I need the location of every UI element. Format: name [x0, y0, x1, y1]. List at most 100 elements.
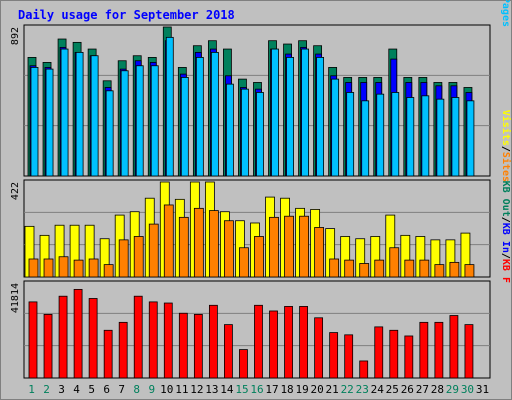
bar-sites-day-8 — [133, 236, 144, 278]
legend-item: KB F — [500, 259, 511, 283]
bar-kb-f-day-27 — [419, 321, 429, 379]
bar-sites-day-22 — [344, 259, 355, 278]
bar-pages-day-12 — [195, 57, 204, 177]
bar-pages-day-17 — [271, 48, 279, 177]
day-label-29: 29 — [446, 383, 459, 396]
bar-kb-f-day-1 — [28, 301, 38, 379]
bar-pages-day-30 — [466, 100, 475, 177]
bar-pages-day-26 — [406, 97, 415, 177]
bar-sites-day-14 — [224, 220, 234, 278]
bar-sites-day-28 — [434, 264, 445, 278]
day-label-20: 20 — [311, 383, 324, 396]
day-label-21: 21 — [326, 383, 339, 396]
bar-kb-f-day-29 — [449, 315, 459, 379]
bar-pages-day-13 — [210, 51, 219, 177]
bar-pages-day-4 — [75, 51, 84, 177]
day-label-11: 11 — [175, 383, 188, 396]
bar-sites-day-29 — [449, 261, 460, 278]
bar-pages-day-16 — [256, 92, 264, 177]
day-label-19: 19 — [295, 383, 308, 396]
day-label-3: 3 — [58, 383, 65, 396]
legend-item: / — [500, 146, 511, 152]
bar-sites-day-25 — [389, 247, 400, 278]
bar-kb-f-day-10 — [163, 302, 173, 379]
day-label-31: 31 — [476, 383, 489, 396]
bar-kb-f-day-21 — [329, 332, 339, 379]
day-label-6: 6 — [103, 383, 110, 396]
day-label-22: 22 — [341, 383, 354, 396]
bar-kb-f-day-11 — [178, 312, 188, 379]
day-label-27: 27 — [416, 383, 429, 396]
legend: KB Out/KB In/KB F — [500, 181, 511, 283]
bar-pages-day-15 — [241, 88, 249, 177]
bar-kb-f-day-23 — [359, 360, 369, 379]
bar-kb-f-day-22 — [344, 334, 354, 379]
bar-pages-day-24 — [376, 93, 385, 177]
bar-pages-day-8 — [135, 65, 144, 177]
bar-kb-f-day-7 — [118, 321, 128, 379]
bar-kb-f-day-12 — [193, 313, 203, 379]
day-label-12: 12 — [190, 383, 203, 396]
bar-sites-day-11 — [178, 216, 189, 278]
bar-sites-day-27 — [419, 259, 430, 278]
bar-pages-day-27 — [421, 95, 430, 177]
bar-kb-f-day-13 — [208, 304, 218, 379]
legend-item: / — [500, 217, 511, 223]
day-label-15: 15 — [235, 383, 248, 396]
bar-kb-f-day-18 — [284, 306, 293, 379]
day-labels: 1 2 3 4 5 6 7 8 9 10 11 12 13 14 15 16 17 18 19 20 21 22 23 24 2… — [28, 383, 489, 396]
y-max-label: 422 — [10, 182, 21, 200]
bar-sites-day-23 — [359, 263, 370, 278]
legend-item: / — [500, 253, 511, 259]
day-label-5: 5 — [88, 383, 95, 396]
y-max-label: 892 — [10, 27, 21, 45]
bar-pages-day-28 — [436, 98, 445, 177]
bar-pages-day-23 — [361, 100, 370, 177]
bar-sites-day-2 — [43, 258, 54, 278]
bar-kb-f-day-15 — [239, 349, 248, 379]
bar-kb-f-day-25 — [389, 329, 399, 379]
bar-sites-day-12 — [193, 207, 204, 278]
bar-kb-f-day-9 — [148, 301, 158, 379]
day-label-18: 18 — [280, 383, 293, 396]
day-label-23: 23 — [356, 383, 369, 396]
bar-kb-f-day-17 — [269, 310, 278, 379]
bar-pages-day-22 — [346, 92, 355, 177]
bar-kb-f-day-5 — [88, 298, 98, 379]
panel-kbytes: 41814 KB Out/KB In/KB F — [10, 181, 511, 379]
bar-sites-day-16 — [254, 236, 264, 278]
y-max-label: 41814 — [10, 283, 21, 313]
day-label-2: 2 — [43, 383, 50, 396]
bar-kb-f-day-3 — [58, 295, 68, 379]
bar-kb-f-day-8 — [133, 295, 143, 379]
bar-sites-day-3 — [58, 256, 69, 278]
bar-sites-day-10 — [163, 204, 174, 278]
bar-kb-f-day-24 — [374, 326, 384, 379]
bar-kb-f-day-14 — [224, 324, 233, 379]
bar-pages-day-21 — [331, 78, 340, 177]
day-label-26: 26 — [401, 383, 414, 396]
bar-kb-f-day-30 — [464, 324, 474, 379]
bar-kb-f-day-6 — [103, 329, 113, 379]
day-label-4: 4 — [73, 383, 80, 396]
bar-sites-day-17 — [269, 216, 279, 278]
bar-pages-day-25 — [391, 92, 400, 177]
day-label-28: 28 — [431, 383, 444, 396]
bar-sites-day-6 — [103, 264, 114, 278]
bar-sites-day-13 — [208, 210, 219, 278]
bar-sites-day-18 — [284, 215, 294, 278]
bar-pages-day-7 — [120, 70, 129, 177]
bar-sites-day-21 — [329, 258, 340, 278]
bar-pages-day-20 — [316, 57, 325, 177]
bar-pages-day-6 — [105, 90, 114, 177]
bar-sites-day-19 — [299, 215, 309, 278]
bar-sites-day-30 — [464, 264, 475, 278]
bar-pages-day-10 — [165, 36, 174, 177]
bar-pages-day-3 — [60, 48, 69, 177]
legend-item: Visits — [500, 110, 512, 146]
bar-sites-day-20 — [314, 227, 325, 278]
bar-pages-day-1 — [30, 67, 39, 177]
day-label-7: 7 — [118, 383, 125, 396]
day-label-17: 17 — [265, 383, 278, 396]
bar-kb-f-day-20 — [314, 317, 324, 379]
